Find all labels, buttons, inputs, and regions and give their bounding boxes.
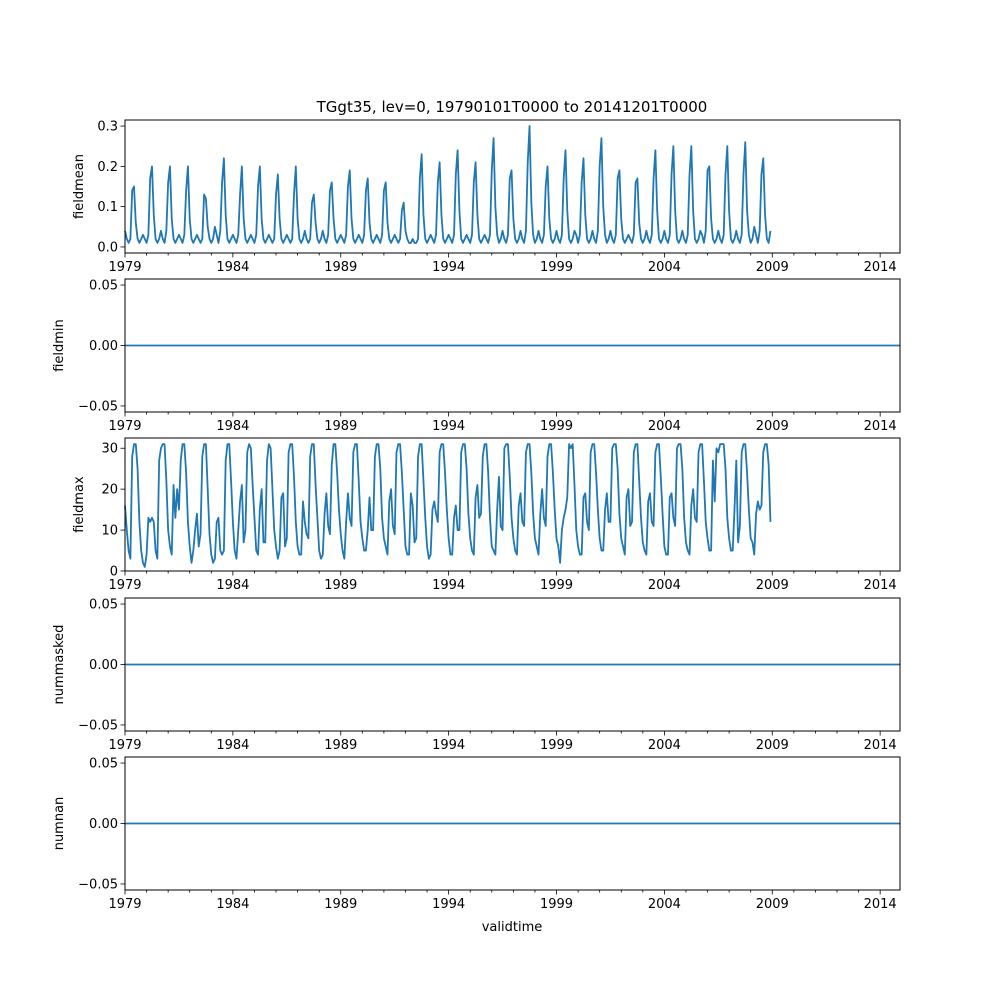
x-tick-label: 1994 xyxy=(432,738,465,753)
figure-title: TGgt35, lev=0, 19790101T0000 to 20141201… xyxy=(316,98,708,116)
panel-nummasked: 1979 1984 1989 1994 1999 2004 2009 2014 −0.05 0.0… xyxy=(52,597,901,753)
x-tick-label: 1999 xyxy=(540,738,573,753)
y-tick-label: −0.05 xyxy=(78,718,118,733)
y-axis-label: nummasked xyxy=(52,625,67,705)
y-axis-label: numnan xyxy=(52,797,67,851)
x-tick-label: 2009 xyxy=(756,897,789,912)
y-tick-label: 0.1 xyxy=(97,200,118,215)
x-tick-label: 2014 xyxy=(864,260,897,275)
x-tick-label: 1989 xyxy=(324,419,357,434)
panels: 1979 1984 1989 1994 1999 2004 2009 2014 0.0 0.1 0.… xyxy=(52,119,901,912)
x-tick-label: 2014 xyxy=(864,738,897,753)
x-tick-label: 2004 xyxy=(648,738,681,753)
y-tick-label: 0.05 xyxy=(89,598,118,613)
y-tick-label: 10 xyxy=(101,524,118,539)
x-tick-label: 2009 xyxy=(756,738,789,753)
x-tick-label: 1989 xyxy=(324,897,357,912)
x-tick-label: 2009 xyxy=(756,578,789,593)
x-tick-label: 2004 xyxy=(648,419,681,434)
y-axis-label: fieldmean xyxy=(72,154,87,219)
y-tick-label: 0.05 xyxy=(89,757,118,772)
y-tick-label: 0.2 xyxy=(97,160,118,175)
x-tick-label: 2014 xyxy=(864,419,897,434)
axes-frame-fieldmean xyxy=(124,119,901,254)
series-line-fieldmax xyxy=(124,443,772,568)
x-tick-label: 1994 xyxy=(432,260,465,275)
x-tick-label: 1984 xyxy=(216,419,249,434)
y-tick-label: 30 xyxy=(101,442,118,457)
x-tick-label: 1984 xyxy=(216,578,249,593)
x-tick-label: 1994 xyxy=(432,578,465,593)
x-tick-label: 1999 xyxy=(540,897,573,912)
y-tick-label: 20 xyxy=(101,483,118,498)
y-tick-label: 0.0 xyxy=(97,240,118,255)
x-tick-label: 1979 xyxy=(108,897,141,912)
y-tick-label: −0.05 xyxy=(78,399,118,414)
x-tick-label: 1979 xyxy=(108,738,141,753)
x-tick-label: 2004 xyxy=(648,897,681,912)
y-tick-label: 0.3 xyxy=(97,120,118,135)
x-tick-label: 1994 xyxy=(432,419,465,434)
x-tick-label: 1999 xyxy=(540,260,573,275)
x-tick-label: 2014 xyxy=(864,578,897,593)
y-tick-label: 0.05 xyxy=(89,279,118,294)
x-tick-label: 1979 xyxy=(108,260,141,275)
y-tick-label: 0.00 xyxy=(89,658,118,673)
panel-numnan: 1979 1984 1989 1994 1999 2004 2009 2014 −0.05 0.0… xyxy=(52,756,901,912)
x-tick-label: 2009 xyxy=(756,419,789,434)
y-axis-label: fieldmax xyxy=(72,476,87,533)
x-tick-label: 1994 xyxy=(432,897,465,912)
x-tick-label: 2004 xyxy=(648,578,681,593)
panel-fieldmean: 1979 1984 1989 1994 1999 2004 2009 2014 0.0 0.1 0.… xyxy=(72,119,901,275)
x-tick-label: 1984 xyxy=(216,260,249,275)
y-axis-label: fieldmin xyxy=(52,319,67,372)
x-tick-label: 1984 xyxy=(216,897,249,912)
x-tick-label: 1999 xyxy=(540,419,573,434)
y-tick-label: 0 xyxy=(110,565,118,580)
series-line-fieldmean xyxy=(124,125,772,244)
x-tick-label: 2009 xyxy=(756,260,789,275)
x-axis-label: validtime xyxy=(482,920,543,935)
x-tick-label: 1989 xyxy=(324,578,357,593)
y-tick-label: 0.00 xyxy=(89,817,118,832)
x-tick-label: 1984 xyxy=(216,738,249,753)
x-tick-label: 1989 xyxy=(324,738,357,753)
x-tick-label: 2014 xyxy=(864,897,897,912)
x-tick-label: 1979 xyxy=(108,419,141,434)
axes-frame-fieldmax xyxy=(124,437,901,572)
panel-fieldmin: 1979 1984 1989 1994 1999 2004 2009 2014 −0.05 0.0… xyxy=(52,278,901,434)
x-tick-label: 1999 xyxy=(540,578,573,593)
x-tick-label: 1979 xyxy=(108,578,141,593)
panel-fieldmax: 1979 1984 1989 1994 1999 2004 2009 2014 0 10 20 30 f… xyxy=(72,437,901,593)
y-tick-label: −0.05 xyxy=(78,877,118,892)
x-tick-label: 2004 xyxy=(648,260,681,275)
x-tick-label: 1989 xyxy=(324,260,357,275)
y-tick-label: 0.00 xyxy=(89,339,118,354)
